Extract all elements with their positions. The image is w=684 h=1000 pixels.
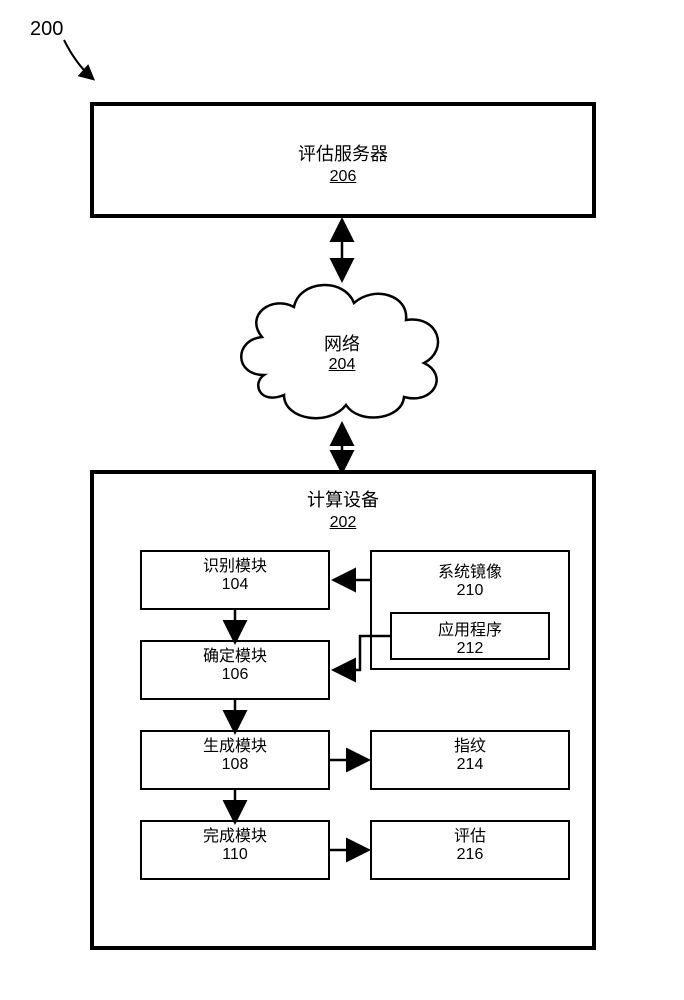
evaluation-box: 评估 216 (370, 820, 570, 880)
application-box: 应用程序 212 (390, 612, 550, 660)
arrow-app-to-determine (330, 626, 400, 680)
arrow-systemimage-to-identify (330, 570, 370, 590)
evaluation-num: 216 (372, 846, 568, 864)
network-cloud-label: 网络 204 (282, 330, 402, 374)
computing-device-num: 202 (94, 514, 592, 532)
generate-module-title: 生成模块 (142, 732, 328, 756)
identify-module-num: 104 (142, 576, 328, 594)
system-image-num: 210 (372, 582, 568, 600)
evaluation-server-title: 评估服务器 (94, 140, 592, 166)
computing-device-title: 计算设备 (94, 486, 592, 512)
determine-module-num: 106 (142, 666, 328, 684)
evaluation-server-num: 206 (94, 168, 592, 186)
arrow-identify-to-determine (225, 610, 245, 644)
fingerprint-box: 指纹 214 (370, 730, 570, 790)
application-title: 应用程序 (392, 616, 548, 640)
arrow-cloud-device (332, 422, 352, 474)
fingerprint-title: 指纹 (372, 732, 568, 756)
network-cloud-num: 204 (282, 356, 402, 374)
determine-module-title: 确定模块 (142, 642, 328, 666)
complete-module-title: 完成模块 (142, 822, 328, 846)
complete-module-box: 完成模块 110 (140, 820, 330, 880)
evaluation-title: 评估 (372, 822, 568, 846)
arrow-complete-to-evaluation (330, 840, 370, 860)
identify-module-title: 识别模块 (142, 552, 328, 576)
evaluation-server-box: 评估服务器 206 (90, 102, 596, 218)
identify-module-box: 识别模块 104 (140, 550, 330, 610)
application-num: 212 (392, 640, 548, 658)
fingerprint-num: 214 (372, 756, 568, 774)
system-image-title: 系统镜像 (372, 558, 568, 582)
figure-number-arrow (58, 36, 118, 96)
arrow-generate-to-fingerprint (330, 750, 370, 770)
arrow-determine-to-generate (225, 700, 245, 734)
complete-module-num: 110 (142, 846, 328, 864)
generate-module-box: 生成模块 108 (140, 730, 330, 790)
determine-module-box: 确定模块 106 (140, 640, 330, 700)
network-cloud-title: 网络 (282, 330, 402, 356)
arrow-generate-to-complete (225, 790, 245, 824)
generate-module-num: 108 (142, 756, 328, 774)
